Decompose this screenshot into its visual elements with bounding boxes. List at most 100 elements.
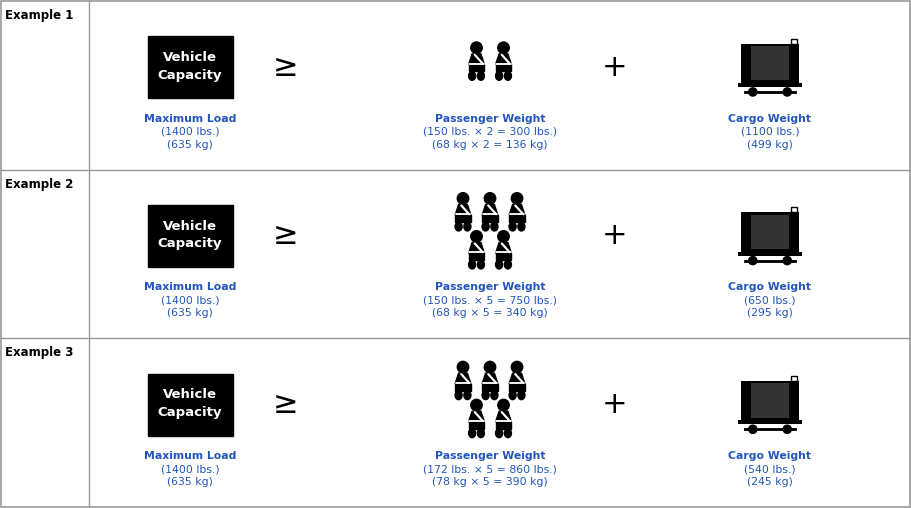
Text: (150 lbs. × 5 = 750 lbs.): (150 lbs. × 5 = 750 lbs.) xyxy=(423,295,557,305)
Text: ≥: ≥ xyxy=(272,390,298,419)
Ellipse shape xyxy=(517,222,525,231)
Text: Maximum Load: Maximum Load xyxy=(144,282,236,292)
Text: Maximum Load: Maximum Load xyxy=(144,114,236,123)
Text: (295 kg): (295 kg) xyxy=(747,308,793,319)
Ellipse shape xyxy=(496,260,503,269)
Text: ≥: ≥ xyxy=(272,221,298,250)
Bar xyxy=(791,39,797,44)
Text: (540 lbs.): (540 lbs.) xyxy=(744,464,796,474)
Ellipse shape xyxy=(496,72,503,80)
Circle shape xyxy=(485,361,496,373)
Polygon shape xyxy=(509,384,525,391)
Text: Maximum Load: Maximum Load xyxy=(144,451,236,461)
Bar xyxy=(738,251,802,256)
Polygon shape xyxy=(496,54,511,65)
Polygon shape xyxy=(468,65,485,72)
Ellipse shape xyxy=(491,222,498,231)
Circle shape xyxy=(749,257,757,265)
Circle shape xyxy=(471,231,482,242)
Text: Example 1: Example 1 xyxy=(5,9,74,22)
Bar xyxy=(738,83,802,87)
Text: Example 2: Example 2 xyxy=(5,178,74,190)
Text: ≥: ≥ xyxy=(272,53,298,82)
Polygon shape xyxy=(456,215,471,222)
Text: Vehicle: Vehicle xyxy=(163,219,217,233)
Ellipse shape xyxy=(456,222,462,231)
Bar xyxy=(747,215,752,249)
Ellipse shape xyxy=(505,72,511,80)
Bar xyxy=(742,381,799,420)
Polygon shape xyxy=(482,205,498,215)
Text: +: + xyxy=(602,390,628,419)
Polygon shape xyxy=(496,411,511,422)
Polygon shape xyxy=(496,422,511,429)
Circle shape xyxy=(471,42,482,53)
Circle shape xyxy=(783,257,792,265)
Bar xyxy=(791,376,797,381)
Circle shape xyxy=(783,88,792,96)
Circle shape xyxy=(457,193,469,204)
Text: Passenger Weight: Passenger Weight xyxy=(435,114,546,123)
Ellipse shape xyxy=(456,391,462,400)
Polygon shape xyxy=(468,242,485,253)
Ellipse shape xyxy=(468,72,476,80)
Ellipse shape xyxy=(482,391,489,400)
Circle shape xyxy=(749,425,757,433)
Polygon shape xyxy=(482,215,498,222)
Text: (1100 lbs.): (1100 lbs.) xyxy=(741,126,799,137)
Text: Capacity: Capacity xyxy=(158,69,222,82)
Polygon shape xyxy=(468,422,485,429)
Text: +: + xyxy=(602,53,628,82)
Text: (650 lbs.): (650 lbs.) xyxy=(744,295,796,305)
Text: (1400 lbs.): (1400 lbs.) xyxy=(160,295,220,305)
Polygon shape xyxy=(482,373,498,384)
Ellipse shape xyxy=(477,429,485,437)
Circle shape xyxy=(497,42,509,53)
Text: Passenger Weight: Passenger Weight xyxy=(435,282,546,292)
Circle shape xyxy=(749,88,757,96)
Text: (68 kg × 2 = 136 kg): (68 kg × 2 = 136 kg) xyxy=(432,140,548,150)
Text: (499 kg): (499 kg) xyxy=(747,140,793,150)
Text: (635 kg): (635 kg) xyxy=(167,477,213,487)
Ellipse shape xyxy=(482,222,489,231)
Ellipse shape xyxy=(468,429,476,437)
Text: (635 kg): (635 kg) xyxy=(167,308,213,319)
Text: Vehicle: Vehicle xyxy=(163,388,217,401)
Bar xyxy=(747,46,793,80)
Circle shape xyxy=(511,361,523,373)
Bar xyxy=(791,207,797,212)
Bar xyxy=(738,420,802,424)
Circle shape xyxy=(497,231,509,242)
Bar xyxy=(148,37,232,99)
Text: (172 lbs. × 5 = 860 lbs.): (172 lbs. × 5 = 860 lbs.) xyxy=(423,464,557,474)
Bar xyxy=(742,44,799,83)
Bar xyxy=(742,212,799,251)
Text: Example 3: Example 3 xyxy=(5,346,74,359)
Text: Cargo Weight: Cargo Weight xyxy=(729,451,812,461)
Ellipse shape xyxy=(509,391,517,400)
Polygon shape xyxy=(496,242,511,253)
Text: (68 kg × 5 = 340 kg): (68 kg × 5 = 340 kg) xyxy=(432,308,548,319)
Polygon shape xyxy=(496,65,511,72)
Polygon shape xyxy=(496,253,511,260)
Polygon shape xyxy=(509,205,525,215)
Circle shape xyxy=(471,399,482,411)
Text: (78 kg × 5 = 390 kg): (78 kg × 5 = 390 kg) xyxy=(432,477,548,487)
Ellipse shape xyxy=(496,429,503,437)
Text: Vehicle: Vehicle xyxy=(163,51,217,64)
Ellipse shape xyxy=(477,260,485,269)
Ellipse shape xyxy=(491,391,498,400)
Polygon shape xyxy=(456,384,471,391)
Text: Cargo Weight: Cargo Weight xyxy=(729,114,812,123)
Circle shape xyxy=(485,193,496,204)
Bar xyxy=(789,384,793,418)
Text: (150 lbs. × 2 = 300 lbs.): (150 lbs. × 2 = 300 lbs.) xyxy=(423,126,557,137)
Polygon shape xyxy=(482,384,498,391)
Ellipse shape xyxy=(509,222,517,231)
Circle shape xyxy=(497,399,509,411)
Ellipse shape xyxy=(505,260,511,269)
Bar xyxy=(148,374,232,436)
Polygon shape xyxy=(456,205,471,215)
Circle shape xyxy=(511,193,523,204)
Text: Passenger Weight: Passenger Weight xyxy=(435,451,546,461)
